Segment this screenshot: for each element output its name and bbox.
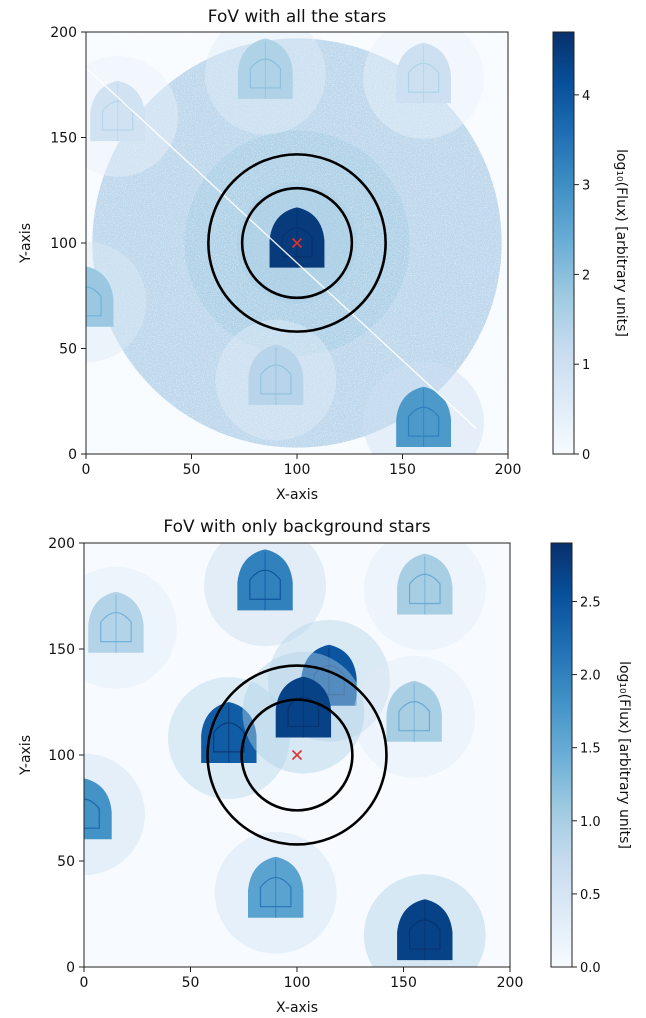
- heatmap-image: [86, 32, 508, 454]
- colorbar-tick-label: 0.0: [580, 961, 601, 976]
- axis-ticks: 0 50 100 150 200 0 50 100 150 200: [50, 25, 521, 478]
- x-tick-label: 200: [497, 975, 524, 991]
- colorbar-label: log₁₀(Flux) [arbitrary units]: [616, 661, 632, 849]
- y-tick-label: 200: [48, 536, 75, 552]
- background-star: [86, 241, 147, 363]
- colorbar-tick-label: 1.5: [580, 742, 601, 757]
- aperture-circle: [206, 664, 388, 846]
- colorbar-tick-label: 0.5: [580, 888, 601, 903]
- x-tick-label: 100: [284, 462, 311, 478]
- y-tick-label: 200: [50, 25, 77, 41]
- background-star: [84, 753, 145, 876]
- y-tick-label: 150: [50, 131, 77, 147]
- y-tick-label: 100: [50, 236, 77, 252]
- background-star: [242, 651, 365, 774]
- y-tick-label: 0: [66, 960, 75, 976]
- background-star: [363, 32, 484, 139]
- aperture-circle: [207, 153, 387, 333]
- colorbar-tick-label: 2: [582, 268, 590, 283]
- colorbar-ticks: 0 1 2 3 4: [574, 89, 590, 463]
- background-star: [353, 655, 476, 778]
- y-tick-label: 100: [48, 748, 75, 764]
- x-tick-label: 200: [495, 462, 522, 478]
- colorbar-ticks: 0.0 0.5 1.0 1.5 2.0 2.5: [572, 595, 601, 976]
- background-star: [84, 566, 177, 689]
- target-marker: [291, 237, 303, 249]
- panel-title: FoV with all the stars: [208, 7, 387, 27]
- target-marker: [291, 749, 303, 761]
- x-tick-label: 50: [182, 975, 200, 991]
- x-tick-label: 50: [183, 462, 201, 478]
- background-star: [363, 362, 484, 454]
- colorbar-tick-label: 3: [582, 179, 590, 194]
- streak-line: [86, 67, 477, 430]
- x-tick-label: 150: [389, 462, 416, 478]
- x-tick-label: 0: [80, 975, 89, 991]
- colorbar: [550, 542, 573, 968]
- panel-background-stars: FoV with only background stars 0 50 100 150…: [18, 517, 632, 1016]
- panel-title: FoV with only background stars: [163, 517, 430, 537]
- background-star: [363, 874, 486, 967]
- colorbar: [552, 31, 575, 455]
- y-tick-label: 0: [68, 447, 77, 463]
- axis-ticks: 0 50 100 150 200 0 50 100 150 200: [48, 536, 523, 991]
- y-axis-label: Y-axis: [18, 223, 34, 264]
- colorbar-tick-label: 1: [582, 358, 590, 373]
- background-star: [204, 543, 326, 647]
- panel-all-stars: FoV with all the stars 0 50 100 150 20005010…: [18, 7, 629, 503]
- x-axis-label: X-axis: [276, 1000, 318, 1016]
- colorbar-tick-label: 0: [582, 448, 590, 463]
- aperture-circle: [240, 186, 354, 300]
- y-tick-label: 50: [59, 342, 77, 358]
- background-star: [363, 543, 486, 651]
- background-star: [214, 831, 337, 954]
- x-tick-label: 100: [284, 975, 311, 991]
- colorbar-label: log₁₀(Flux) [arbitrary units]: [613, 149, 629, 337]
- colorbar-tick-label: 1.0: [580, 815, 601, 830]
- background-star: [215, 319, 337, 441]
- colorbar-tick-label: 2.5: [580, 595, 601, 610]
- y-axis-label: Y-axis: [18, 735, 34, 776]
- y-tick-label: 150: [48, 642, 75, 658]
- background-star: [205, 32, 326, 135]
- aperture-circle: [240, 698, 354, 812]
- x-tick-label: 150: [390, 975, 417, 991]
- heatmap-image: [84, 543, 486, 967]
- colorbar-tick-label: 2.0: [580, 669, 601, 684]
- x-tick-label: 0: [82, 462, 91, 478]
- y-tick-label: 50: [57, 854, 75, 870]
- colorbar-tick-label: 4: [582, 89, 590, 104]
- x-axis-label: X-axis: [276, 487, 318, 503]
- background-star: [86, 56, 178, 177]
